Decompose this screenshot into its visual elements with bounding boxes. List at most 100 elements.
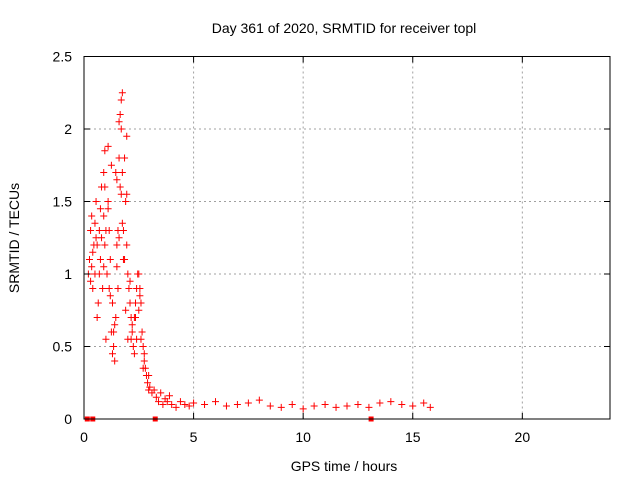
data-point <box>266 402 274 410</box>
data-point <box>299 405 307 413</box>
data-point <box>100 263 108 271</box>
data-point <box>201 401 209 408</box>
data-point <box>112 169 120 176</box>
data-point <box>288 401 296 408</box>
data-point <box>140 350 148 358</box>
data-point <box>92 234 100 242</box>
data-point <box>145 372 153 379</box>
data-point <box>112 314 120 321</box>
data-point <box>165 392 173 400</box>
data-point <box>185 402 193 410</box>
data-point <box>101 183 109 191</box>
data-point <box>137 335 145 343</box>
data-point <box>172 403 180 411</box>
data-point <box>94 299 102 307</box>
data-point <box>117 96 125 104</box>
data-point <box>111 357 119 365</box>
data-point <box>88 263 96 271</box>
data-point <box>115 234 123 242</box>
data-point <box>116 183 124 191</box>
data-point <box>123 190 131 198</box>
data-point <box>113 176 121 184</box>
data-point <box>88 212 96 220</box>
data-point <box>128 321 136 329</box>
data-point <box>144 379 152 387</box>
data-point <box>103 270 111 278</box>
data-point <box>146 383 154 391</box>
data-point <box>233 401 241 408</box>
plot-frame <box>83 56 611 420</box>
data-point <box>420 399 428 407</box>
x-tick-label: 0 <box>80 429 88 445</box>
data-point <box>135 306 143 314</box>
data-point <box>117 125 125 133</box>
data-point <box>104 205 112 213</box>
y-tick-label: 2.5 <box>53 49 73 65</box>
data-point <box>176 398 184 406</box>
y-tick-label: 2 <box>64 121 72 137</box>
data-point <box>125 285 133 292</box>
data-point <box>255 396 263 404</box>
data-point <box>123 132 131 140</box>
data-point <box>136 285 144 292</box>
x-axis-label: GPS time / hours <box>291 458 398 474</box>
data-point <box>130 350 138 358</box>
data-point <box>102 335 110 343</box>
data-point <box>118 219 126 227</box>
data-point <box>139 343 147 350</box>
y-axis-ticks: 0 0.5 1 1.5 2 2.5 <box>53 49 610 427</box>
y-tick-label: 0 <box>64 411 72 427</box>
data-point <box>118 169 126 176</box>
data-point <box>135 270 143 278</box>
data-point <box>99 285 107 292</box>
data-point <box>110 343 118 350</box>
data-point <box>100 169 108 176</box>
data-point <box>426 403 434 411</box>
data-point <box>152 393 160 401</box>
data-point <box>122 306 130 314</box>
data-point <box>127 335 135 343</box>
data-point <box>100 212 108 220</box>
data-point <box>89 285 97 292</box>
data-point <box>332 403 340 411</box>
x-tick-label: 10 <box>295 429 311 445</box>
data-point <box>365 403 373 411</box>
data-point <box>119 256 127 263</box>
data-point <box>87 277 95 285</box>
data-point <box>376 399 384 407</box>
data-point <box>140 357 148 365</box>
data-point <box>123 241 131 249</box>
data-point <box>181 401 189 408</box>
data-point <box>95 270 103 278</box>
data-points <box>84 89 434 413</box>
data-point <box>277 403 285 411</box>
data-point <box>190 399 198 407</box>
data-point <box>113 241 121 249</box>
data-point <box>137 299 145 307</box>
data-point <box>87 227 95 234</box>
data-point <box>138 328 146 336</box>
data-point <box>212 398 219 406</box>
data-point <box>128 328 136 336</box>
data-point <box>343 402 351 410</box>
x-tick-label: 20 <box>515 429 531 445</box>
data-point <box>111 321 119 329</box>
data-point <box>321 401 329 408</box>
y-tick-label: 0.5 <box>53 339 73 355</box>
data-point <box>113 263 121 271</box>
data-point <box>107 161 115 169</box>
chart-title: Day 361 of 2020, SRMTID for receiver top… <box>212 20 477 36</box>
data-point <box>157 389 165 397</box>
data-point <box>155 398 163 406</box>
data-point <box>114 285 122 292</box>
data-point <box>398 401 406 408</box>
data-point <box>93 314 101 321</box>
data-point <box>244 399 252 407</box>
data-point <box>163 398 171 406</box>
data-point <box>129 343 137 350</box>
x-tick-label: 15 <box>405 429 421 445</box>
data-point <box>101 147 109 155</box>
data-point <box>310 402 318 410</box>
